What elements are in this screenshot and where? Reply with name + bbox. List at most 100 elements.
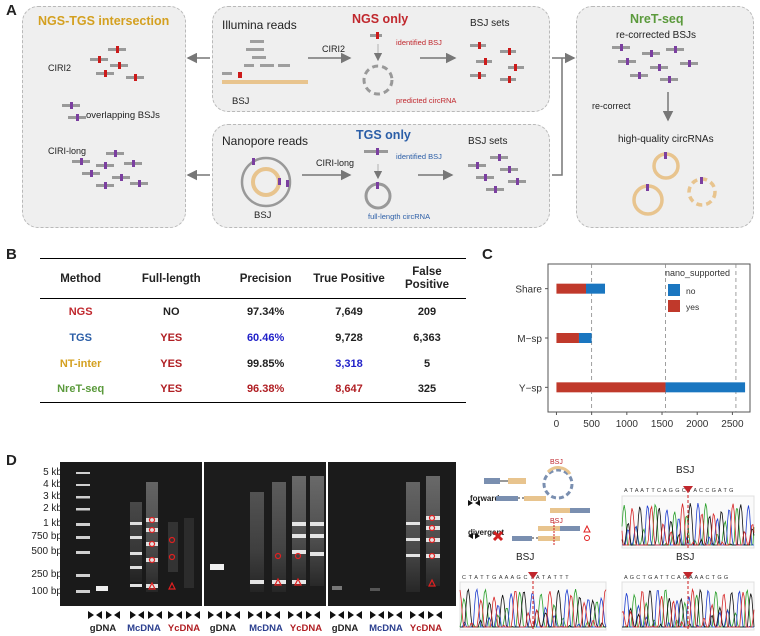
bsj-sets-label-ngs: BSJ sets bbox=[470, 18, 510, 29]
table-row: NreT-seq YES 96.38% 8,647 325 bbox=[40, 377, 466, 403]
panel-d-letter: D bbox=[6, 452, 17, 469]
legend-label: yes bbox=[686, 302, 699, 312]
ladder-2kb: 2 kb bbox=[43, 503, 62, 514]
ladder-750bp: 750 bp bbox=[31, 531, 62, 542]
precision-cell: 99.85% bbox=[246, 357, 285, 370]
ladder-250bp: 250 bp bbox=[31, 569, 62, 580]
ladder-500bp: 500 bp bbox=[31, 546, 62, 557]
lane-gdna-3: gDNA bbox=[331, 623, 359, 634]
fp-cell: 325 bbox=[417, 383, 437, 396]
table-row: TGS YES 60.46% 9,728 6,363 bbox=[40, 325, 466, 351]
tgs-only-title: TGS only bbox=[356, 128, 411, 142]
nret-title: NreT-seq bbox=[630, 12, 684, 26]
lane-mcdna-2: McDNA bbox=[249, 623, 283, 634]
category-label: Y−sp bbox=[519, 383, 543, 394]
legend-title: nano_supported bbox=[665, 268, 730, 278]
panel-b-letter: B bbox=[6, 246, 17, 263]
header-precision: Precision bbox=[221, 258, 310, 299]
precision-cell: 60.46% bbox=[246, 331, 285, 344]
full-length-cell: YES bbox=[160, 331, 183, 344]
ciri2-label-left: CIRI2 bbox=[48, 63, 72, 73]
chromatograms bbox=[459, 486, 755, 631]
fp-cell: 5 bbox=[423, 357, 431, 370]
ladder-100bp: 100 bp bbox=[31, 586, 62, 597]
legend-swatch-yes bbox=[668, 300, 680, 312]
bar-no-1 bbox=[578, 333, 592, 343]
ladder-3kb: 3 kb bbox=[43, 491, 62, 502]
seq-chrom2: C T A T T G A A A G C T A T A T T T bbox=[462, 575, 570, 581]
predicted-circrna: predicted circRNA bbox=[396, 96, 457, 105]
bsj-sets-label-tgs: BSJ sets bbox=[468, 136, 508, 147]
panel-a-letter: A bbox=[6, 2, 17, 19]
x-tick-label: 1000 bbox=[616, 419, 639, 430]
chromatogram-2-bsj-marker bbox=[528, 572, 538, 579]
divergent-label: divergent bbox=[468, 528, 505, 537]
overlap-label: overlapping BSJs bbox=[86, 110, 160, 121]
results-table: Method Full-length Precision True Positi… bbox=[40, 258, 466, 403]
method-cell: NGS bbox=[68, 305, 93, 318]
bar-no-0 bbox=[586, 283, 606, 294]
tp-cell: 9,728 bbox=[335, 331, 363, 344]
chromatogram-3-bsj-marker bbox=[683, 572, 693, 579]
identified-bsj-tgs: identified BSJ bbox=[396, 152, 442, 161]
schematic-bsj-top: BSJ bbox=[550, 459, 563, 466]
gel-images bbox=[60, 462, 456, 606]
ladder-5kb: 5 kb bbox=[43, 467, 62, 478]
fp-cell: 209 bbox=[417, 305, 437, 318]
header-false-positive: False Positive bbox=[388, 258, 466, 299]
illumina-label: Illumina reads bbox=[222, 18, 297, 32]
forward-label: forward bbox=[470, 494, 500, 503]
lane-gdna-1: gDNA bbox=[89, 623, 117, 634]
tp-cell: 8,647 bbox=[335, 383, 363, 396]
bsj-label-tgs: BSJ bbox=[254, 210, 272, 221]
x-tick-label: 2500 bbox=[721, 419, 744, 430]
lane-mcdna-1: McDNA bbox=[127, 623, 161, 634]
category-label: M−sp bbox=[517, 334, 542, 345]
bar-yes-1 bbox=[556, 333, 579, 343]
header-true-positive: True Positive bbox=[310, 258, 388, 299]
panel-a-graphics bbox=[62, 32, 717, 216]
primer-glyphs bbox=[88, 611, 442, 619]
bsj-label-chrom2: BSJ bbox=[516, 552, 535, 563]
schematic-bsj-mid: BSJ bbox=[550, 518, 563, 525]
method-cell: TGS bbox=[69, 331, 92, 344]
ladder-4kb: 4 kb bbox=[43, 479, 62, 490]
full-length-cell: NO bbox=[163, 305, 180, 318]
full-length-cell: YES bbox=[160, 383, 183, 396]
table-row: NT-inter YES 99.85% 3,318 5 bbox=[40, 351, 466, 377]
ciri-long-label-left: CIRI-long bbox=[48, 146, 87, 156]
lane-mcdna-3: McDNA bbox=[369, 623, 403, 634]
bar-chart: Share M−sp Y−sp 0 500 1000 1500 2000 2500 nano_su… bbox=[515, 263, 751, 430]
recorrect-label: re-correct bbox=[592, 101, 631, 111]
x-tick-label: 2000 bbox=[686, 419, 709, 430]
method-cell: NreT-seq bbox=[57, 383, 105, 396]
method-cell: NT-inter bbox=[59, 357, 102, 370]
bar-yes-2 bbox=[556, 382, 666, 393]
full-length-cell: YES bbox=[160, 357, 183, 370]
tp-cell: 7,649 bbox=[335, 305, 363, 318]
lane-ycdna-1: YcDNA bbox=[167, 623, 201, 634]
ciri-long-arrow-label: CIRI-long bbox=[316, 158, 355, 168]
recorrected-label: re-corrected BSJs bbox=[616, 30, 697, 41]
x-tick-label: 500 bbox=[583, 419, 600, 430]
lane-gdna-2: gDNA bbox=[209, 623, 237, 634]
ngs-tgs-title: NGS-TGS intersection bbox=[38, 14, 170, 28]
legend-swatch-no bbox=[668, 284, 680, 296]
bsj-label-chrom1: BSJ bbox=[676, 465, 695, 476]
primer-schematic bbox=[468, 466, 591, 546]
x-tick-label: 1500 bbox=[651, 419, 674, 430]
ngs-tgs-box bbox=[22, 6, 186, 228]
lane-ycdna-2: YcDNA bbox=[289, 623, 323, 634]
x-tick-label: 0 bbox=[554, 419, 560, 430]
ngs-only-title: NGS only bbox=[352, 12, 409, 26]
header-full-length: Full-length bbox=[121, 258, 222, 299]
chromatogram-1-bsj-marker bbox=[683, 486, 693, 493]
lane-ycdna-3: YcDNA bbox=[409, 623, 443, 634]
full-length-circrna: full-length circRNA bbox=[368, 212, 431, 221]
panel-c-letter: C bbox=[482, 246, 493, 263]
nanopore-label: Nanopore reads bbox=[222, 134, 309, 148]
bar-no-2 bbox=[665, 382, 746, 393]
category-label: Share bbox=[515, 285, 542, 296]
legend-label: no bbox=[686, 286, 696, 296]
hq-label: high-quality circRNAs bbox=[618, 134, 714, 145]
